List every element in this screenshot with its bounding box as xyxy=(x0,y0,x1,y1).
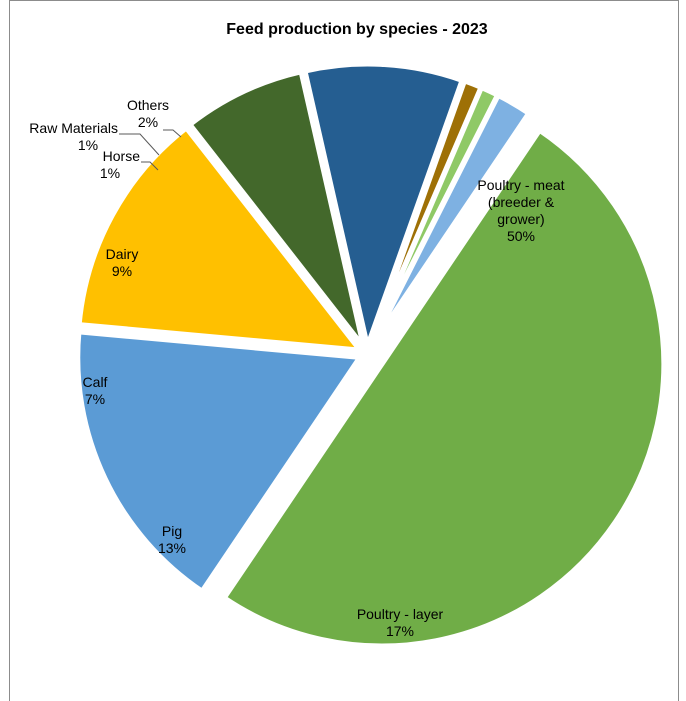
slice-label-5: Horse 1% xyxy=(100,148,140,181)
slice-percent: 50% xyxy=(507,228,535,244)
slice-label-0: Poultry - meat (breeder & grower) 50% xyxy=(477,177,564,244)
slice-name: grower) xyxy=(497,211,544,227)
slice-name: Poultry - layer xyxy=(357,606,444,622)
pie-slice-4 xyxy=(302,61,465,349)
slice-percent: 1% xyxy=(100,165,120,181)
pie-slices xyxy=(75,61,667,649)
leader-line-6 xyxy=(119,133,160,156)
leader-lines xyxy=(119,129,182,171)
slice-name: Pig xyxy=(162,523,182,539)
chart-title: Feed production by species - 2023 xyxy=(226,21,488,38)
slice-name: (breeder & xyxy=(488,194,555,210)
slice-name: Calf xyxy=(83,374,108,390)
slice-name: Others xyxy=(127,97,169,113)
pie-slice-1 xyxy=(75,329,363,594)
slice-label-6: Raw Materials 1% xyxy=(29,120,118,153)
pie-slice-2 xyxy=(76,125,363,353)
slice-labels: Poultry - meat (breeder & grower) 50%Poultr… xyxy=(29,97,564,639)
slice-percent: 1% xyxy=(78,137,98,153)
slice-name: Raw Materials xyxy=(29,120,118,136)
slice-label-7: Others 2% xyxy=(127,97,169,130)
leader-line-5 xyxy=(141,161,159,171)
slice-label-4: Dairy 9% xyxy=(106,246,139,279)
pie-slice-7 xyxy=(368,92,532,350)
slice-percent: 2% xyxy=(138,114,158,130)
slice-label-3: Calf 7% xyxy=(83,374,108,407)
pie-slice-0 xyxy=(221,127,667,649)
slice-name: Dairy xyxy=(106,246,139,262)
pie-slice-3 xyxy=(187,69,367,350)
leader-line-7 xyxy=(163,129,182,138)
slice-percent: 13% xyxy=(158,540,186,556)
slice-name: Poultry - meat xyxy=(477,177,564,193)
slice-percent: 7% xyxy=(85,391,105,407)
slice-label-2: Pig 13% xyxy=(158,523,186,556)
slice-label-1: Poultry - layer 17% xyxy=(357,606,444,639)
slice-name: Horse xyxy=(103,148,141,164)
slice-percent: 9% xyxy=(112,263,132,279)
slice-percent: 17% xyxy=(386,623,414,639)
